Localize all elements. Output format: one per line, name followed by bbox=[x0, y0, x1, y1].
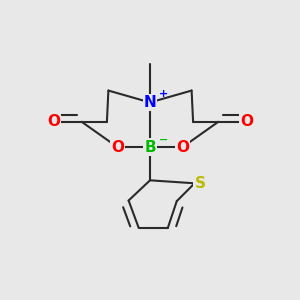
Text: O: O bbox=[111, 140, 124, 154]
Text: −: − bbox=[159, 135, 168, 145]
Text: O: O bbox=[176, 140, 189, 154]
Text: N: N bbox=[144, 95, 156, 110]
Text: O: O bbox=[47, 114, 60, 129]
Text: S: S bbox=[194, 176, 206, 191]
Text: O: O bbox=[240, 114, 253, 129]
Text: +: + bbox=[159, 88, 168, 98]
Text: B: B bbox=[144, 140, 156, 154]
